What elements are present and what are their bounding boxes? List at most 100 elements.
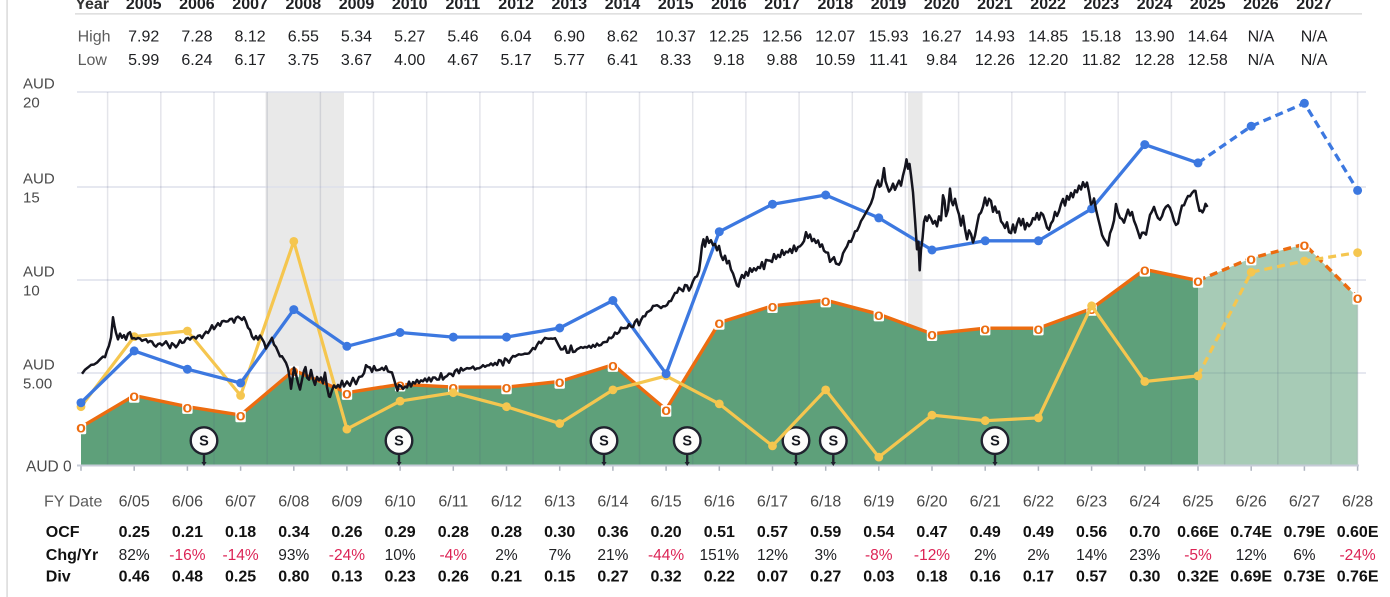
svg-text:0.36: 0.36: [597, 524, 628, 541]
svg-text:6%: 6%: [1293, 547, 1316, 564]
svg-text:12%: 12%: [1236, 547, 1267, 564]
svg-text:0.32E: 0.32E: [1177, 568, 1219, 585]
svg-text:5.00: 5.00: [23, 376, 52, 393]
svg-text:6/14: 6/14: [597, 493, 628, 510]
svg-text:15.93: 15.93: [868, 29, 908, 46]
svg-text:S: S: [828, 434, 838, 450]
svg-text:-24%: -24%: [1340, 547, 1376, 564]
svg-text:0.30: 0.30: [544, 524, 575, 541]
svg-text:Low: Low: [78, 52, 108, 69]
svg-text:2%: 2%: [974, 547, 997, 564]
svg-text:AUD: AUD: [23, 76, 55, 93]
svg-text:2016: 2016: [711, 0, 747, 13]
svg-text:o: o: [1193, 273, 1203, 290]
svg-text:0.25: 0.25: [119, 524, 150, 541]
svg-text:0.79E: 0.79E: [1283, 524, 1325, 541]
svg-text:0.74E: 0.74E: [1230, 524, 1272, 541]
svg-text:6/26: 6/26: [1236, 493, 1267, 510]
svg-text:0.03: 0.03: [863, 568, 894, 585]
svg-text:6/22: 6/22: [1023, 493, 1054, 510]
svg-text:o: o: [1034, 321, 1044, 338]
svg-text:93%: 93%: [278, 547, 309, 564]
svg-text:2020: 2020: [924, 0, 960, 13]
svg-text:0.21: 0.21: [172, 524, 203, 541]
svg-text:0.48: 0.48: [172, 568, 203, 585]
svg-text:-8%: -8%: [865, 547, 893, 564]
svg-text:9.84: 9.84: [926, 52, 957, 69]
svg-text:0.17: 0.17: [1023, 568, 1054, 585]
svg-text:20: 20: [23, 95, 40, 112]
svg-text:5.17: 5.17: [501, 52, 532, 69]
svg-text:5.46: 5.46: [447, 29, 478, 46]
svg-text:AUD 0: AUD 0: [26, 459, 72, 476]
svg-text:2021: 2021: [977, 0, 1013, 13]
svg-text:o: o: [874, 307, 884, 324]
svg-text:5.34: 5.34: [341, 29, 372, 46]
svg-text:2023: 2023: [1084, 0, 1120, 13]
svg-text:6/13: 6/13: [544, 493, 575, 510]
svg-text:6.55: 6.55: [288, 29, 319, 46]
svg-text:o: o: [768, 298, 778, 315]
svg-text:0.70: 0.70: [1129, 524, 1160, 541]
svg-text:0.16: 0.16: [970, 568, 1001, 585]
svg-text:FY Date: FY Date: [44, 493, 103, 510]
svg-text:S: S: [791, 434, 801, 450]
svg-text:5.99: 5.99: [128, 52, 159, 69]
svg-text:6.90: 6.90: [554, 29, 585, 46]
svg-text:6/15: 6/15: [651, 493, 682, 510]
svg-text:4.00: 4.00: [394, 52, 425, 69]
svg-text:2005: 2005: [126, 0, 162, 13]
svg-text:0.76E: 0.76E: [1337, 568, 1379, 585]
svg-text:0.54: 0.54: [863, 524, 894, 541]
svg-text:11.41: 11.41: [869, 52, 908, 69]
svg-text:o: o: [714, 315, 724, 332]
svg-text:o: o: [1300, 237, 1310, 254]
svg-text:6/18: 6/18: [810, 493, 841, 510]
svg-text:0.27: 0.27: [597, 568, 628, 585]
svg-text:0.47: 0.47: [916, 524, 947, 541]
svg-text:21%: 21%: [597, 547, 628, 564]
svg-text:14.64: 14.64: [1188, 29, 1228, 46]
svg-text:S: S: [599, 434, 609, 450]
svg-text:o: o: [448, 380, 458, 397]
svg-text:0.69E: 0.69E: [1230, 568, 1272, 585]
svg-text:16.27: 16.27: [922, 29, 962, 46]
svg-text:2024: 2024: [1137, 0, 1173, 13]
svg-text:o: o: [555, 374, 565, 391]
svg-text:2011: 2011: [446, 0, 481, 13]
svg-text:2026: 2026: [1243, 0, 1279, 13]
svg-text:0.26: 0.26: [438, 568, 469, 585]
svg-text:0.30: 0.30: [1129, 568, 1160, 585]
svg-text:3%: 3%: [814, 547, 837, 564]
svg-text:S: S: [990, 434, 1000, 450]
svg-text:S: S: [682, 434, 692, 450]
svg-text:10.37: 10.37: [656, 29, 696, 46]
svg-text:6/07: 6/07: [225, 493, 256, 510]
svg-text:6.24: 6.24: [181, 52, 212, 69]
svg-text:6/05: 6/05: [119, 493, 150, 510]
svg-text:11.82: 11.82: [1082, 52, 1121, 69]
svg-text:Div: Div: [46, 568, 71, 585]
svg-text:6/10: 6/10: [385, 493, 416, 510]
svg-text:15: 15: [23, 190, 40, 207]
svg-text:0.22: 0.22: [704, 568, 735, 585]
svg-text:6/09: 6/09: [331, 493, 362, 510]
svg-text:Year: Year: [75, 0, 109, 13]
svg-text:0.73E: 0.73E: [1283, 568, 1325, 585]
svg-text:0.18: 0.18: [916, 568, 947, 585]
svg-text:12.07: 12.07: [815, 29, 855, 46]
svg-text:8.33: 8.33: [660, 52, 691, 69]
svg-text:0.56: 0.56: [1076, 524, 1107, 541]
svg-text:o: o: [821, 293, 831, 310]
svg-text:AUD: AUD: [23, 171, 55, 188]
svg-text:12%: 12%: [757, 547, 788, 564]
svg-text:15.18: 15.18: [1081, 29, 1121, 46]
svg-text:3.75: 3.75: [288, 52, 319, 69]
svg-text:0.20: 0.20: [651, 524, 682, 541]
svg-text:0.27: 0.27: [810, 568, 841, 585]
svg-text:N/A: N/A: [1301, 52, 1328, 69]
svg-text:0.15: 0.15: [544, 568, 575, 585]
svg-text:10%: 10%: [385, 547, 416, 564]
svg-text:6/21: 6/21: [970, 493, 1001, 510]
svg-text:0.46: 0.46: [119, 568, 150, 585]
